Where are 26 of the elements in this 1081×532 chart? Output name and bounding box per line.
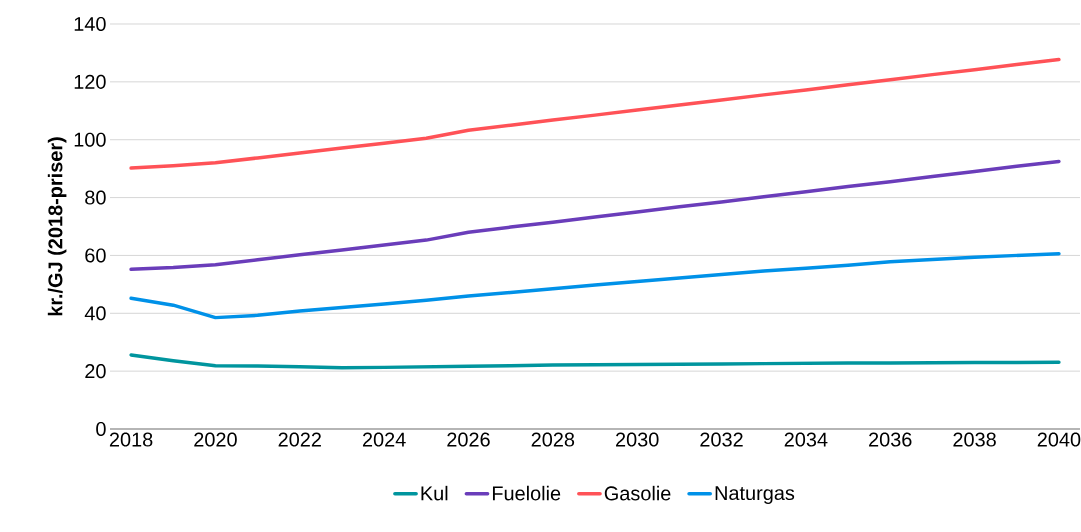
y-tick-label: 120 — [74, 74, 106, 89]
y-tick-label: 0 — [96, 421, 106, 437]
legend-label: Naturgas — [715, 486, 795, 505]
x-tick-label: 2026 — [447, 432, 490, 447]
x-tick-label: 2022 — [278, 432, 321, 447]
y-tick-label: 100 — [74, 132, 106, 147]
x-tick-label: 2036 — [869, 432, 912, 447]
x-tick-label: 2034 — [784, 432, 828, 447]
x-tick-label: 2040 — [1037, 432, 1081, 447]
legend-label: Gasolie — [604, 485, 671, 501]
y-tick-label: 140 — [74, 16, 106, 32]
x-tick-label: 2018 — [109, 432, 153, 447]
legend-label: Fuelolie — [492, 485, 561, 501]
y-tick-label: 80 — [85, 190, 106, 205]
y-axis-title: kr./GJ (2018-priser) — [47, 137, 67, 316]
y-tick-label: 20 — [85, 364, 106, 379]
x-tick-label: 2032 — [700, 432, 743, 447]
x-tick-label: 2024 — [362, 432, 406, 447]
line-series — [129, 159, 1061, 272]
x-tick-label: 2020 — [194, 432, 237, 447]
y-tick-label: 60 — [85, 248, 106, 263]
y-tick-label: 40 — [84, 306, 106, 321]
x-tick-label: 2030 — [616, 432, 659, 447]
legend-label: Kul — [421, 485, 448, 501]
x-tick-label: 2028 — [531, 432, 575, 447]
x-tick-label: 2038 — [953, 432, 996, 447]
